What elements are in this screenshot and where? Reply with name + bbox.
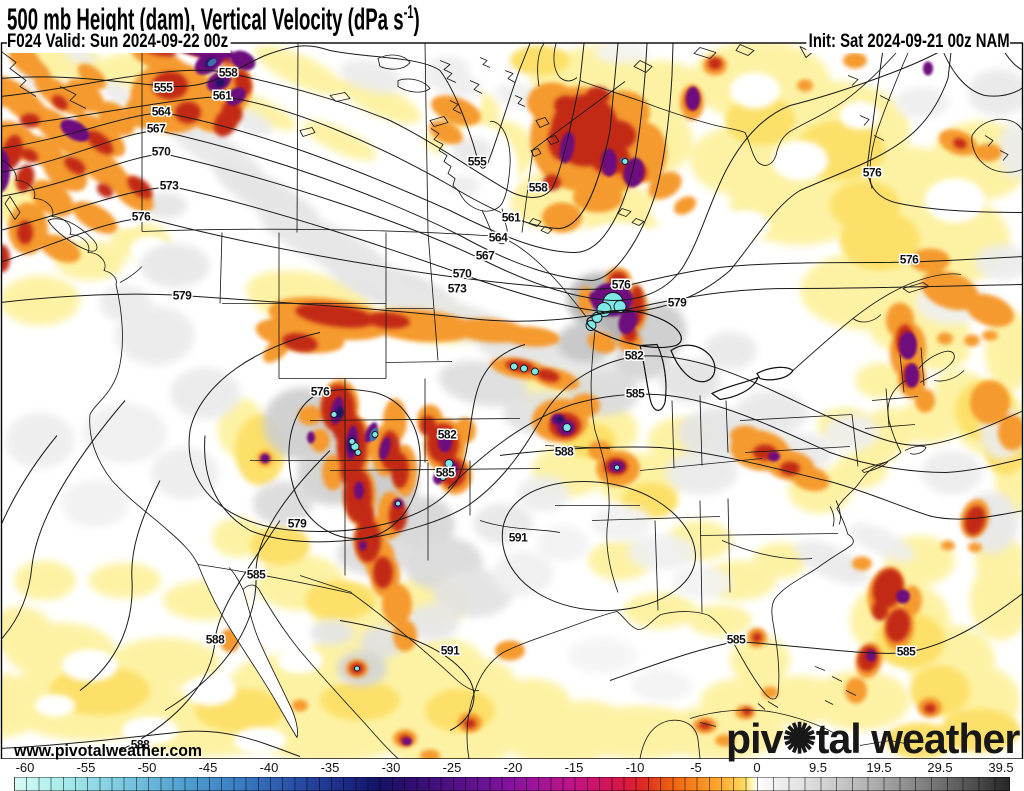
svg-text:576: 576	[612, 277, 631, 291]
svg-text:579: 579	[668, 295, 687, 309]
svg-text:585: 585	[727, 632, 746, 646]
svg-text:567: 567	[147, 121, 166, 135]
svg-text:576: 576	[311, 384, 330, 398]
svg-text:585: 585	[897, 644, 916, 658]
svg-text:588: 588	[206, 632, 225, 646]
svg-text:561: 561	[502, 210, 521, 224]
svg-text:558: 558	[219, 65, 238, 79]
svg-text:555: 555	[154, 80, 173, 94]
svg-text:564: 564	[489, 230, 508, 244]
svg-text:588: 588	[555, 444, 574, 458]
svg-text:564: 564	[152, 104, 171, 118]
svg-text:555: 555	[468, 154, 487, 168]
svg-text:561: 561	[213, 88, 232, 102]
svg-text:585: 585	[436, 465, 455, 479]
svg-text:582: 582	[438, 427, 457, 441]
svg-text:567: 567	[476, 248, 495, 262]
svg-text:576: 576	[132, 209, 151, 223]
svg-text:558: 558	[529, 180, 548, 194]
svg-text:570: 570	[152, 144, 171, 158]
svg-text:591: 591	[509, 530, 528, 544]
svg-text:579: 579	[173, 288, 192, 302]
svg-text:579: 579	[288, 516, 307, 530]
svg-text:576: 576	[863, 165, 882, 179]
svg-text:591: 591	[441, 643, 460, 657]
svg-text:576: 576	[900, 252, 919, 266]
svg-text:588: 588	[131, 737, 150, 751]
svg-text:570: 570	[453, 266, 472, 280]
svg-text:573: 573	[448, 281, 467, 295]
svg-text:585: 585	[626, 386, 645, 400]
svg-text:582: 582	[625, 348, 644, 362]
svg-text:585: 585	[247, 567, 266, 581]
svg-text:573: 573	[160, 178, 179, 192]
